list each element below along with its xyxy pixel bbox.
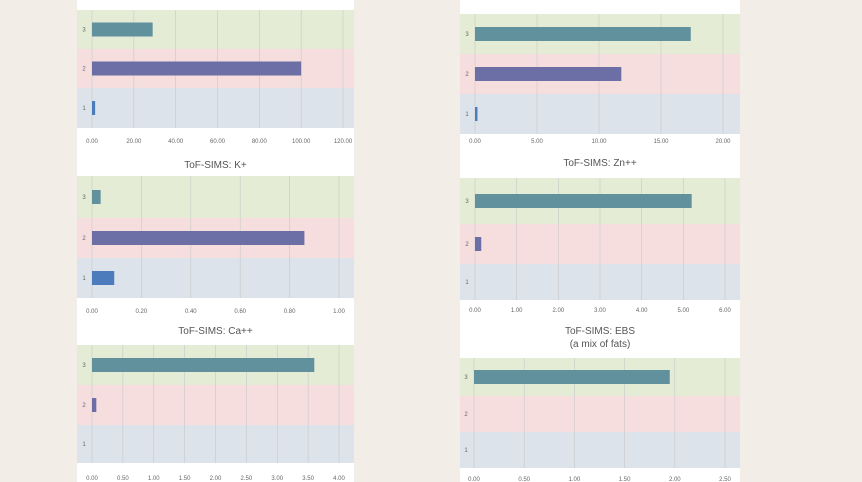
chart-title-zn-plus-plus: ToF-SIMS: Zn++ bbox=[563, 158, 637, 169]
y-category-label: 2 bbox=[82, 403, 86, 409]
y-category-label: 2 bbox=[465, 72, 469, 78]
x-tick-label: 0.00 bbox=[86, 139, 98, 145]
bar bbox=[92, 22, 153, 37]
y-category-label: 1 bbox=[465, 112, 469, 118]
y-category-label: 1 bbox=[464, 448, 468, 454]
bar bbox=[474, 370, 670, 384]
x-tick-label: 0.40 bbox=[185, 309, 197, 315]
chart-title-ca-plus-plus: ToF-SIMS: Ca++ bbox=[178, 326, 253, 337]
x-tick-label: 100.00 bbox=[292, 139, 311, 145]
x-tick-label: 120.00 bbox=[334, 139, 353, 145]
x-tick-label: 1.50 bbox=[619, 477, 631, 482]
bar bbox=[475, 237, 482, 251]
y-category-label: 3 bbox=[82, 195, 86, 201]
x-tick-label: 1.50 bbox=[179, 476, 191, 482]
y-category-label: 2 bbox=[82, 67, 86, 73]
x-tick-label: 1.00 bbox=[148, 476, 160, 482]
x-tick-label: 0.80 bbox=[284, 309, 296, 315]
bar bbox=[475, 194, 692, 208]
chart-title-k-plus: ToF-SIMS: K+ bbox=[184, 160, 247, 171]
x-tick-label: 2.00 bbox=[669, 477, 681, 482]
x-tick-label: 3.00 bbox=[271, 476, 283, 482]
x-tick-label: 1.00 bbox=[333, 309, 345, 315]
x-tick-label: 4.00 bbox=[333, 476, 345, 482]
x-tick-label: 0.00 bbox=[86, 309, 98, 315]
x-tick-label: 3.00 bbox=[594, 308, 606, 314]
y-category-label: 1 bbox=[465, 280, 469, 286]
y-category-label: 3 bbox=[82, 363, 86, 369]
y-category-label: 3 bbox=[82, 28, 86, 34]
plot-band bbox=[460, 432, 740, 468]
bar bbox=[92, 271, 115, 285]
bar bbox=[475, 27, 691, 41]
x-tick-label: 15.00 bbox=[653, 139, 669, 145]
x-tick-label: 5.00 bbox=[677, 308, 689, 314]
bar bbox=[475, 107, 478, 121]
y-category-label: 1 bbox=[82, 106, 86, 112]
plot-band bbox=[77, 258, 354, 298]
x-tick-label: 40.00 bbox=[168, 139, 184, 145]
x-tick-label: 2.00 bbox=[210, 476, 222, 482]
plot-band bbox=[77, 88, 354, 128]
y-category-label: 2 bbox=[82, 236, 86, 242]
x-tick-label: 0.00 bbox=[86, 476, 98, 482]
x-tick-label: 10.00 bbox=[591, 139, 607, 145]
y-category-label: 3 bbox=[465, 199, 469, 205]
x-tick-label: 3.50 bbox=[302, 476, 314, 482]
bar bbox=[92, 190, 101, 204]
bar bbox=[92, 61, 302, 76]
plot-band bbox=[460, 94, 740, 134]
x-tick-label: 2.50 bbox=[719, 477, 731, 482]
x-tick-label: 0.50 bbox=[518, 477, 530, 482]
x-tick-label: 0.20 bbox=[136, 309, 148, 315]
plot-band bbox=[77, 176, 354, 218]
x-tick-label: 60.00 bbox=[210, 139, 226, 145]
x-tick-label: 2.00 bbox=[552, 308, 564, 314]
y-category-label: 1 bbox=[82, 442, 86, 448]
x-tick-label: 0.00 bbox=[469, 139, 481, 145]
y-category-label: 3 bbox=[464, 375, 468, 381]
x-tick-label: 20.00 bbox=[715, 139, 731, 145]
x-tick-label: 0.60 bbox=[234, 309, 246, 315]
chart-subtitle-ebs: (a mix of fats) bbox=[569, 339, 631, 350]
bar bbox=[92, 358, 315, 372]
x-tick-label: 80.00 bbox=[252, 139, 268, 145]
y-category-label: 2 bbox=[464, 412, 468, 418]
x-tick-label: 1.00 bbox=[511, 308, 523, 314]
y-category-label: 3 bbox=[465, 32, 469, 38]
y-category-label: 2 bbox=[465, 242, 469, 248]
bar bbox=[92, 101, 96, 115]
bar bbox=[92, 398, 97, 412]
x-tick-label: 0.50 bbox=[117, 476, 129, 482]
x-tick-label: 6.00 bbox=[719, 308, 731, 314]
x-tick-label: 1.00 bbox=[569, 477, 581, 482]
x-tick-label: 0.00 bbox=[469, 308, 481, 314]
x-tick-label: 0.00 bbox=[468, 477, 480, 482]
x-tick-label: 20.00 bbox=[126, 139, 142, 145]
bar bbox=[475, 67, 622, 81]
y-category-label: 1 bbox=[82, 276, 86, 282]
x-tick-label: 4.00 bbox=[636, 308, 648, 314]
chart-title-ebs: ToF-SIMS: EBS bbox=[564, 326, 635, 337]
x-tick-label: 2.50 bbox=[241, 476, 253, 482]
x-tick-label: 5.00 bbox=[531, 139, 543, 145]
plot-band bbox=[460, 396, 740, 432]
bar bbox=[92, 231, 305, 245]
